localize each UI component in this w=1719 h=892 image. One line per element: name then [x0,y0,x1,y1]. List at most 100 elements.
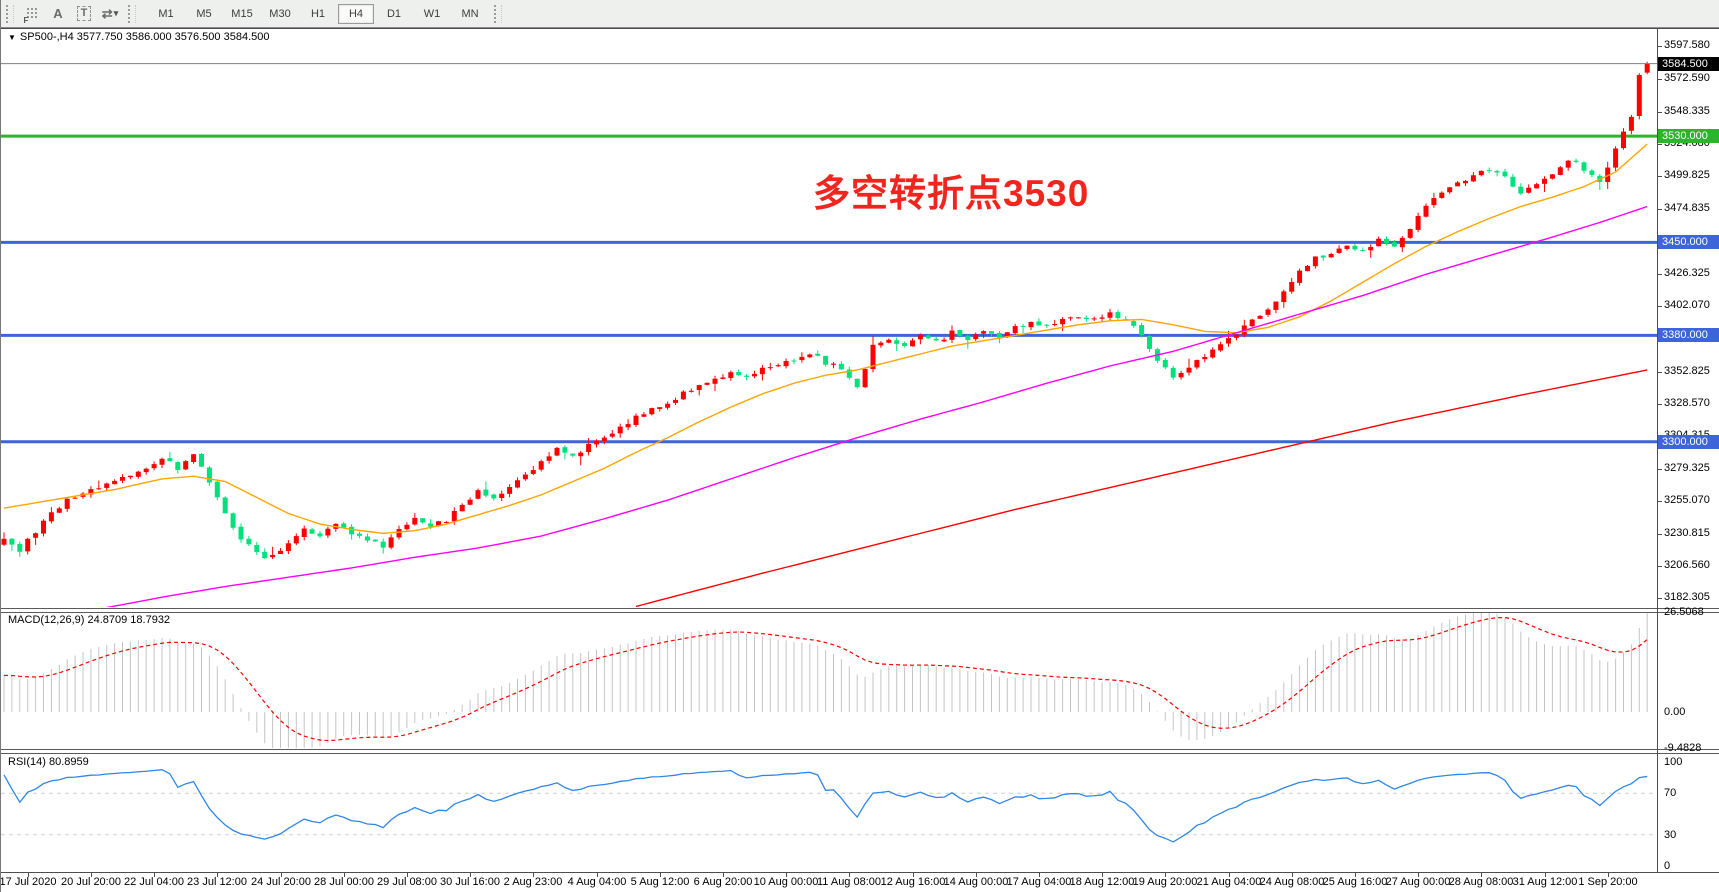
candle-body [127,475,133,478]
candle-body [688,390,694,392]
candle-body [957,329,963,336]
time-tick [1355,872,1356,877]
candle-body [815,353,821,356]
candle-body [1352,245,1358,250]
price-tick [1657,306,1662,307]
candle-body [1605,167,1611,183]
candle-body [120,477,125,481]
price-axis-label: 3426.325 [1664,267,1710,279]
tf-button-d1[interactable]: D1 [386,7,402,20]
candle-body [1502,171,1508,177]
time-tick [281,872,282,877]
candle-body [1518,186,1524,194]
candle-body [601,437,607,441]
candle-body [159,458,165,465]
tf-button-m30[interactable]: M30 [269,7,291,20]
time-axis-border [1,872,1719,873]
candle-body [246,538,252,545]
candle-body [1644,63,1650,73]
tf-button-m15[interactable]: M15 [231,7,253,20]
crosshair-grid-icon[interactable]: F [21,4,43,25]
time-axis-label: 22 Jul 04:00 [124,876,184,888]
candle-body [522,474,528,480]
text-tool-icon[interactable]: T [73,4,95,24]
candle-body [428,523,434,527]
candle-body [1573,160,1579,162]
tf-button-h4-active[interactable]: H4 [338,3,374,24]
candle-body [1415,215,1421,230]
candle-body [996,332,1002,338]
symbol-ohlc-text: SP500-,H4 3577.750 3586.000 3576.500 358… [19,31,270,43]
candle-body [1423,205,1429,217]
candle-body [973,334,979,340]
candle-body [9,538,15,545]
candle-body [1542,178,1547,184]
tf-button-m5[interactable]: M5 [196,7,212,20]
rsi-panel-separator[interactable] [1,749,1719,754]
toolbar-grip-2[interactable] [128,4,136,23]
indicator-arrows-icon[interactable]: ⇄ ▾ [101,5,119,21]
candle-body [1344,245,1350,249]
time-tick [1292,872,1293,877]
time-axis-label: 2 Aug 23:00 [503,876,563,888]
candle-body [917,334,923,340]
macd-axis-label: 0.00 [1664,706,1686,718]
candle-body [578,452,584,457]
toolbar-grip[interactable] [6,4,14,23]
ma-slow-red [635,369,1648,607]
candle-body [1265,309,1271,315]
candle-body [475,490,481,499]
symbol-info: ▼ SP500-,H4 3577.750 3586.000 3576.500 35… [8,31,269,43]
toolbar-grip-3[interactable] [494,4,502,23]
candle-body [254,545,260,552]
candle-body [262,551,268,559]
candle-body [791,360,797,362]
time-tick [407,872,408,877]
tf-button-h1[interactable]: H1 [310,7,326,20]
candle-body [325,528,331,536]
candle-body [1083,317,1089,320]
candle-body [1470,175,1476,182]
candle-body [349,526,355,535]
arrow-tool-icon[interactable]: A [53,6,63,21]
candle-body [309,529,315,534]
candle-body [48,512,54,522]
candle-body [673,399,678,403]
time-tick [91,872,92,877]
candle-body [1534,184,1540,189]
candle-body [404,524,410,530]
candle-body [609,433,615,437]
candle-body [680,391,686,400]
chart-menu-caret-icon[interactable]: ▼ [8,33,16,42]
time-axis-label: 14 Aug 00:00 [943,876,1009,888]
price-axis-label: 3279.325 [1664,462,1710,474]
time-axis-label: 17 Jul 2020 [0,876,57,888]
price-axis-label: 3352.825 [1664,365,1710,377]
candle-body [1170,368,1176,378]
ma-fast-orange [3,143,1648,535]
candle-body [530,470,536,474]
candle-body [744,375,750,377]
tf-button-mn[interactable]: MN [461,7,479,20]
candle-body [1510,176,1516,187]
time-tick [597,872,598,877]
tf-button-w1[interactable]: W1 [423,7,441,20]
candle-body [1178,372,1184,378]
candle-body [1075,317,1081,319]
tf-button-m1[interactable]: M1 [158,7,174,20]
candle-body [451,510,457,522]
time-tick [1039,872,1040,877]
dropdown-caret-icon[interactable]: ▾ [113,8,119,18]
candle-body [1581,162,1587,171]
candle-body [293,536,299,544]
macd-panel-separator[interactable] [1,608,1719,613]
price-tick [1657,469,1662,470]
time-axis-label: 28 Jul 00:00 [314,876,374,888]
candle-body [214,481,220,498]
candle-body [1478,170,1484,176]
candle-body [317,533,323,537]
candle-body [135,471,141,477]
candle-body [483,489,489,496]
